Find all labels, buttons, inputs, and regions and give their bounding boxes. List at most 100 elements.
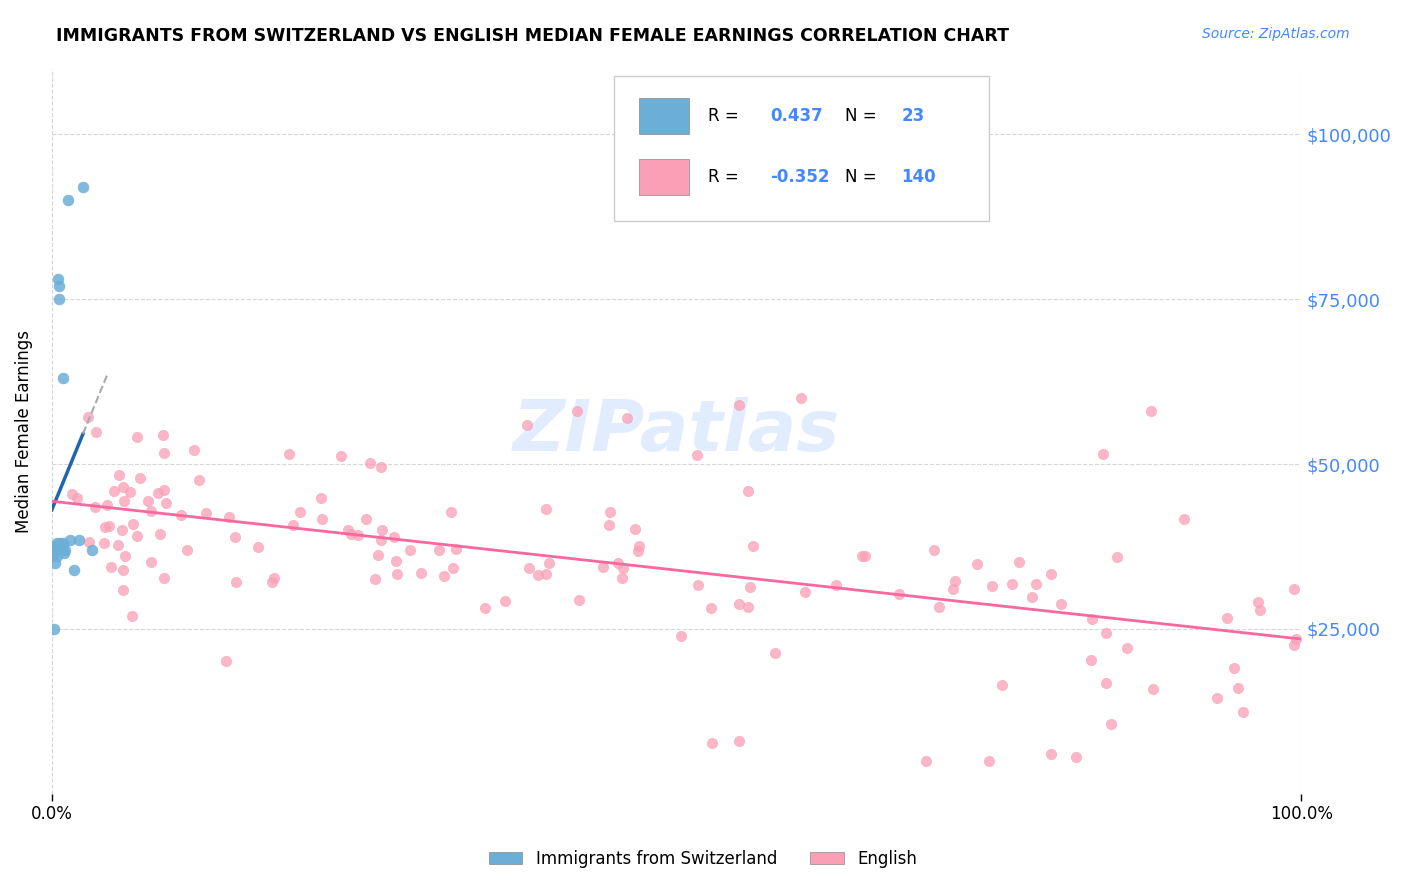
- Text: N =: N =: [845, 107, 877, 125]
- Point: [371, 523, 394, 537]
- Point: [790, 391, 813, 405]
- Point: [290, 505, 312, 519]
- Point: [1001, 577, 1024, 591]
- Point: [152, 428, 174, 442]
- Point: [980, 579, 1002, 593]
- Point: [1249, 602, 1271, 616]
- Point: [67, 533, 90, 547]
- Point: [686, 448, 709, 462]
- Point: [1282, 582, 1305, 596]
- Point: [45, 536, 67, 550]
- Point: [281, 518, 304, 533]
- Point: [367, 548, 389, 562]
- Point: [1232, 706, 1254, 720]
- Point: [188, 473, 211, 487]
- Point: [1050, 597, 1073, 611]
- Point: [825, 577, 848, 591]
- Point: [1025, 577, 1047, 591]
- Point: [1205, 691, 1227, 706]
- FancyBboxPatch shape: [614, 76, 988, 221]
- Point: [149, 527, 172, 541]
- Point: [977, 754, 1000, 768]
- Point: [624, 522, 647, 536]
- Point: [1040, 747, 1063, 761]
- Point: [72, 180, 94, 194]
- Point: [924, 542, 946, 557]
- Point: [111, 563, 134, 577]
- Point: [309, 491, 332, 505]
- Point: [565, 404, 588, 418]
- Point: [853, 549, 876, 563]
- Point: [139, 504, 162, 518]
- Point: [108, 468, 131, 483]
- Point: [214, 654, 236, 668]
- Point: [612, 571, 634, 585]
- Point: [1008, 555, 1031, 569]
- Point: [1173, 512, 1195, 526]
- Point: [568, 592, 591, 607]
- Text: 23: 23: [901, 107, 925, 125]
- Point: [224, 530, 246, 544]
- Point: [441, 561, 464, 575]
- Point: [129, 471, 152, 485]
- Text: R =: R =: [707, 107, 738, 125]
- Point: [84, 500, 107, 514]
- Point: [599, 505, 621, 519]
- Y-axis label: Median Female Earnings: Median Female Earnings: [15, 330, 32, 533]
- Text: ZIPatlas: ZIPatlas: [513, 397, 841, 466]
- Point: [195, 507, 218, 521]
- Point: [44, 622, 66, 636]
- Point: [170, 508, 193, 522]
- Point: [700, 736, 723, 750]
- Point: [1040, 566, 1063, 581]
- Text: Source: ZipAtlas.com: Source: ZipAtlas.com: [1202, 27, 1350, 41]
- Point: [1066, 750, 1088, 764]
- Point: [42, 549, 65, 564]
- Point: [1223, 661, 1246, 675]
- Point: [942, 582, 965, 597]
- Point: [1092, 447, 1115, 461]
- Point: [728, 734, 751, 748]
- Point: [742, 539, 765, 553]
- Point: [1080, 653, 1102, 667]
- Point: [1021, 590, 1043, 604]
- Point: [427, 543, 450, 558]
- Point: [728, 597, 751, 611]
- Point: [616, 411, 638, 425]
- Point: [340, 526, 363, 541]
- Point: [80, 542, 103, 557]
- Point: [51, 540, 73, 554]
- Point: [63, 562, 86, 576]
- Point: [153, 571, 176, 585]
- Point: [120, 484, 142, 499]
- Point: [1142, 682, 1164, 697]
- Point: [1247, 595, 1270, 609]
- Point: [966, 558, 988, 572]
- Point: [387, 567, 409, 582]
- Point: [311, 511, 333, 525]
- Point: [1282, 638, 1305, 652]
- Point: [278, 447, 301, 461]
- Point: [991, 677, 1014, 691]
- Point: [359, 456, 381, 470]
- Point: [354, 511, 377, 525]
- Point: [48, 292, 70, 306]
- Point: [370, 533, 392, 547]
- Point: [612, 561, 634, 575]
- Legend: Immigrants from Switzerland, English: Immigrants from Switzerland, English: [482, 844, 924, 875]
- Point: [121, 608, 143, 623]
- Point: [537, 556, 560, 570]
- Point: [592, 560, 614, 574]
- Point: [59, 533, 82, 547]
- Point: [737, 600, 759, 615]
- Point: [928, 600, 950, 615]
- Text: 0.437: 0.437: [770, 107, 823, 125]
- Point: [97, 518, 120, 533]
- Point: [49, 536, 72, 550]
- Point: [1099, 717, 1122, 731]
- Point: [107, 538, 129, 552]
- Point: [103, 483, 125, 498]
- Point: [84, 425, 107, 439]
- Point: [1094, 626, 1116, 640]
- Point: [93, 519, 115, 533]
